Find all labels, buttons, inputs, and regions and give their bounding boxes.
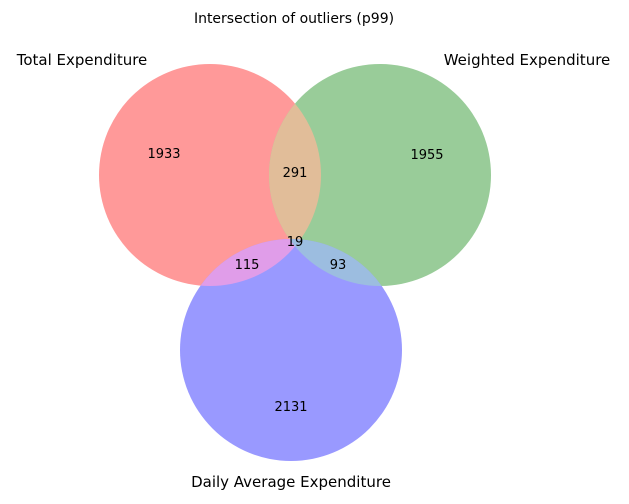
diagram-title: Intersection of outliers (p99) <box>194 11 394 27</box>
circle-weighted-expenditure <box>269 64 491 286</box>
count-total-daily: 115 <box>235 258 260 273</box>
count-weighted-daily: 93 <box>330 258 347 273</box>
circle-total-expenditure <box>99 64 321 286</box>
set-label-weighted-expenditure: Weighted Expenditure <box>444 51 611 69</box>
count-weighted-only: 1955 <box>410 148 443 163</box>
count-total-weighted: 291 <box>283 166 308 181</box>
count-daily-only: 2131 <box>274 400 307 415</box>
circle-daily-average-expenditure <box>180 239 402 461</box>
set-label-total-expenditure: Total Expenditure <box>16 51 148 69</box>
count-total-only: 1933 <box>147 147 180 162</box>
count-all-three: 19 <box>287 235 304 250</box>
set-label-daily-average-expenditure: Daily Average Expenditure <box>191 473 391 491</box>
